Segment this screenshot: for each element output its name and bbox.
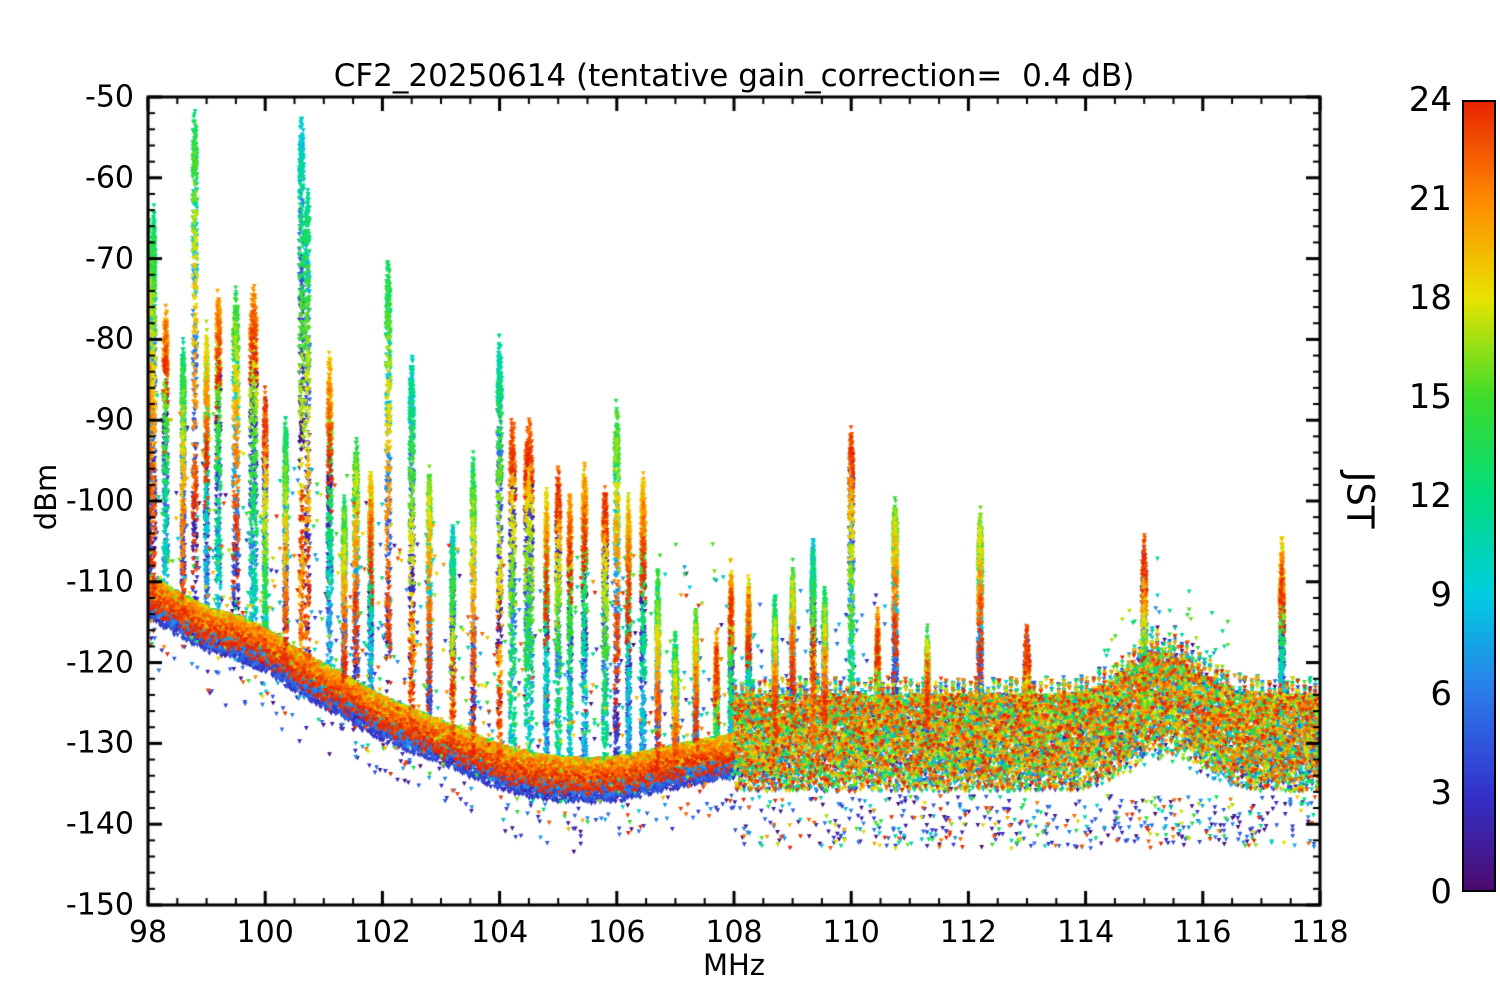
x-tick-label: 98 bbox=[128, 915, 168, 950]
y-tick-label: -130 bbox=[65, 725, 134, 761]
y-axis-label: dBm bbox=[29, 463, 63, 531]
colorbar-tick-label: 3 bbox=[1430, 773, 1452, 813]
x-tick-label: 100 bbox=[236, 915, 294, 950]
colorbar-tick-label: 21 bbox=[1408, 179, 1452, 219]
x-tick-label: 108 bbox=[705, 915, 763, 950]
x-tick-label: 102 bbox=[353, 915, 412, 950]
colorbar-gradient bbox=[1462, 100, 1496, 892]
x-tick-label: 106 bbox=[588, 915, 646, 950]
colorbar-tick-label: 12 bbox=[1408, 476, 1452, 516]
y-tick-label: -90 bbox=[85, 402, 134, 438]
y-tick-label: -80 bbox=[85, 321, 134, 357]
y-tick-label: -140 bbox=[65, 806, 134, 842]
x-tick-label: 116 bbox=[1174, 915, 1232, 950]
colorbar-tick-label: 6 bbox=[1430, 674, 1452, 714]
y-tick-label: -100 bbox=[65, 483, 134, 519]
colorbar-tick-label: 15 bbox=[1408, 377, 1452, 417]
y-tick-label: -120 bbox=[65, 645, 134, 681]
colorbar-tick-label: 0 bbox=[1430, 872, 1452, 912]
chart-title: CF2_20250614 (tentative gain_correction=… bbox=[333, 58, 1135, 94]
y-tick-label: -110 bbox=[65, 564, 134, 600]
colorbar-label: JST bbox=[1338, 471, 1382, 529]
x-tick-label: 104 bbox=[470, 915, 529, 950]
colorbar-tick-label: 24 bbox=[1408, 80, 1452, 120]
colorbar-tick-label: 18 bbox=[1408, 278, 1452, 318]
colorbar-tick-label: 9 bbox=[1430, 575, 1452, 615]
y-tick-label: -70 bbox=[85, 241, 134, 277]
x-tick-label: 114 bbox=[1056, 915, 1115, 950]
y-tick-label: -50 bbox=[85, 79, 134, 115]
x-tick-label: 118 bbox=[1291, 915, 1349, 950]
x-tick-label: 110 bbox=[822, 915, 880, 950]
x-tick-label: 112 bbox=[939, 915, 998, 950]
y-tick-label: -150 bbox=[65, 887, 134, 923]
y-tick-label: -60 bbox=[85, 160, 134, 196]
x-axis-label: MHz bbox=[702, 948, 766, 982]
